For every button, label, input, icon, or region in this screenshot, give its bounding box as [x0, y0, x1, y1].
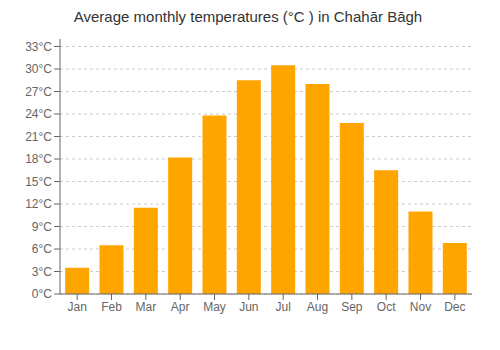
svg-text:Oct: Oct: [377, 300, 396, 314]
svg-text:12°C: 12°C: [25, 197, 52, 211]
svg-text:Mar: Mar: [135, 300, 156, 314]
svg-text:9°C: 9°C: [32, 220, 52, 234]
svg-text:Dec: Dec: [444, 300, 465, 314]
svg-text:15°C: 15°C: [25, 175, 52, 189]
svg-text:Aug: Aug: [307, 300, 328, 314]
svg-text:24°C: 24°C: [25, 107, 52, 121]
svg-text:30°C: 30°C: [25, 62, 52, 76]
svg-text:Apr: Apr: [171, 300, 190, 314]
svg-text:Sep: Sep: [341, 300, 363, 314]
svg-text:May: May: [203, 300, 226, 314]
svg-text:33°C: 33°C: [25, 40, 52, 54]
svg-text:18°C: 18°C: [25, 152, 52, 166]
svg-text:0°C: 0°C: [32, 287, 52, 301]
svg-text:27°C: 27°C: [25, 85, 52, 99]
html-text:Average monthly temperatures (: Average monthly temperatures (°C ) in Ch…: [73, 8, 423, 25]
svg-text:Jan: Jan: [67, 300, 86, 314]
svg-text:3°C: 3°C: [32, 265, 52, 279]
svg-text:Feb: Feb: [101, 300, 122, 314]
svg-text:Nov: Nov: [410, 300, 431, 314]
svg-text:Jun: Jun: [239, 300, 258, 314]
svg-text:Jul: Jul: [275, 300, 290, 314]
svg-text:21°C: 21°C: [25, 130, 52, 144]
svg-text:6°C: 6°C: [32, 242, 52, 256]
